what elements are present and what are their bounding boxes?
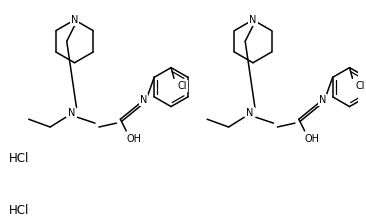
Text: HCl: HCl <box>9 204 30 217</box>
Text: Cl: Cl <box>177 81 187 91</box>
Text: OH: OH <box>127 134 142 144</box>
Text: N: N <box>140 95 147 105</box>
Text: OH: OH <box>305 134 320 144</box>
Text: N: N <box>68 108 75 118</box>
Text: HCl: HCl <box>9 152 30 165</box>
Text: N: N <box>318 95 326 105</box>
Text: N: N <box>249 15 257 25</box>
Text: N: N <box>71 15 78 25</box>
Text: Cl: Cl <box>355 81 365 91</box>
Text: N: N <box>246 108 254 118</box>
